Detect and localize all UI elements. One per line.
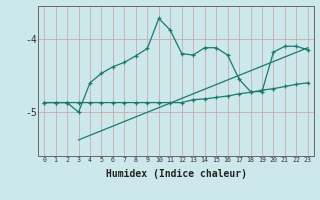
X-axis label: Humidex (Indice chaleur): Humidex (Indice chaleur): [106, 169, 246, 179]
